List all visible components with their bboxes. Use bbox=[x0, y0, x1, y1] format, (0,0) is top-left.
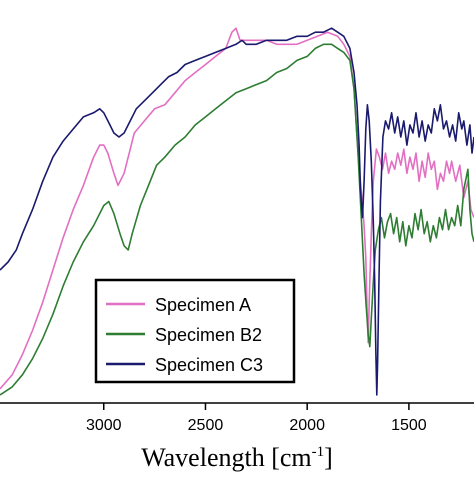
x-tick-label-2000: 2000 bbox=[289, 417, 325, 434]
plot-area bbox=[0, 27, 474, 396]
legend-label-specimen-c3: Specimen C3 bbox=[155, 355, 263, 375]
x-tick-label-3000: 3000 bbox=[86, 417, 122, 434]
series-line-specimen-c3 bbox=[0, 27, 474, 396]
legend-label-specimen-b2: Specimen B2 bbox=[155, 325, 262, 345]
x-axis-ticks: 3000 2500 2000 1500 bbox=[86, 403, 427, 434]
x-tick-label-2500: 2500 bbox=[188, 417, 224, 434]
legend: Specimen A Specimen B2 Specimen C3 bbox=[94, 278, 296, 384]
legend-label-specimen-a: Specimen A bbox=[155, 295, 251, 315]
series-line-specimen-b2 bbox=[0, 43, 474, 396]
x-axis-label: Wavelength [cm-1] bbox=[141, 443, 333, 472]
x-tick-label-1500: 1500 bbox=[391, 417, 427, 434]
